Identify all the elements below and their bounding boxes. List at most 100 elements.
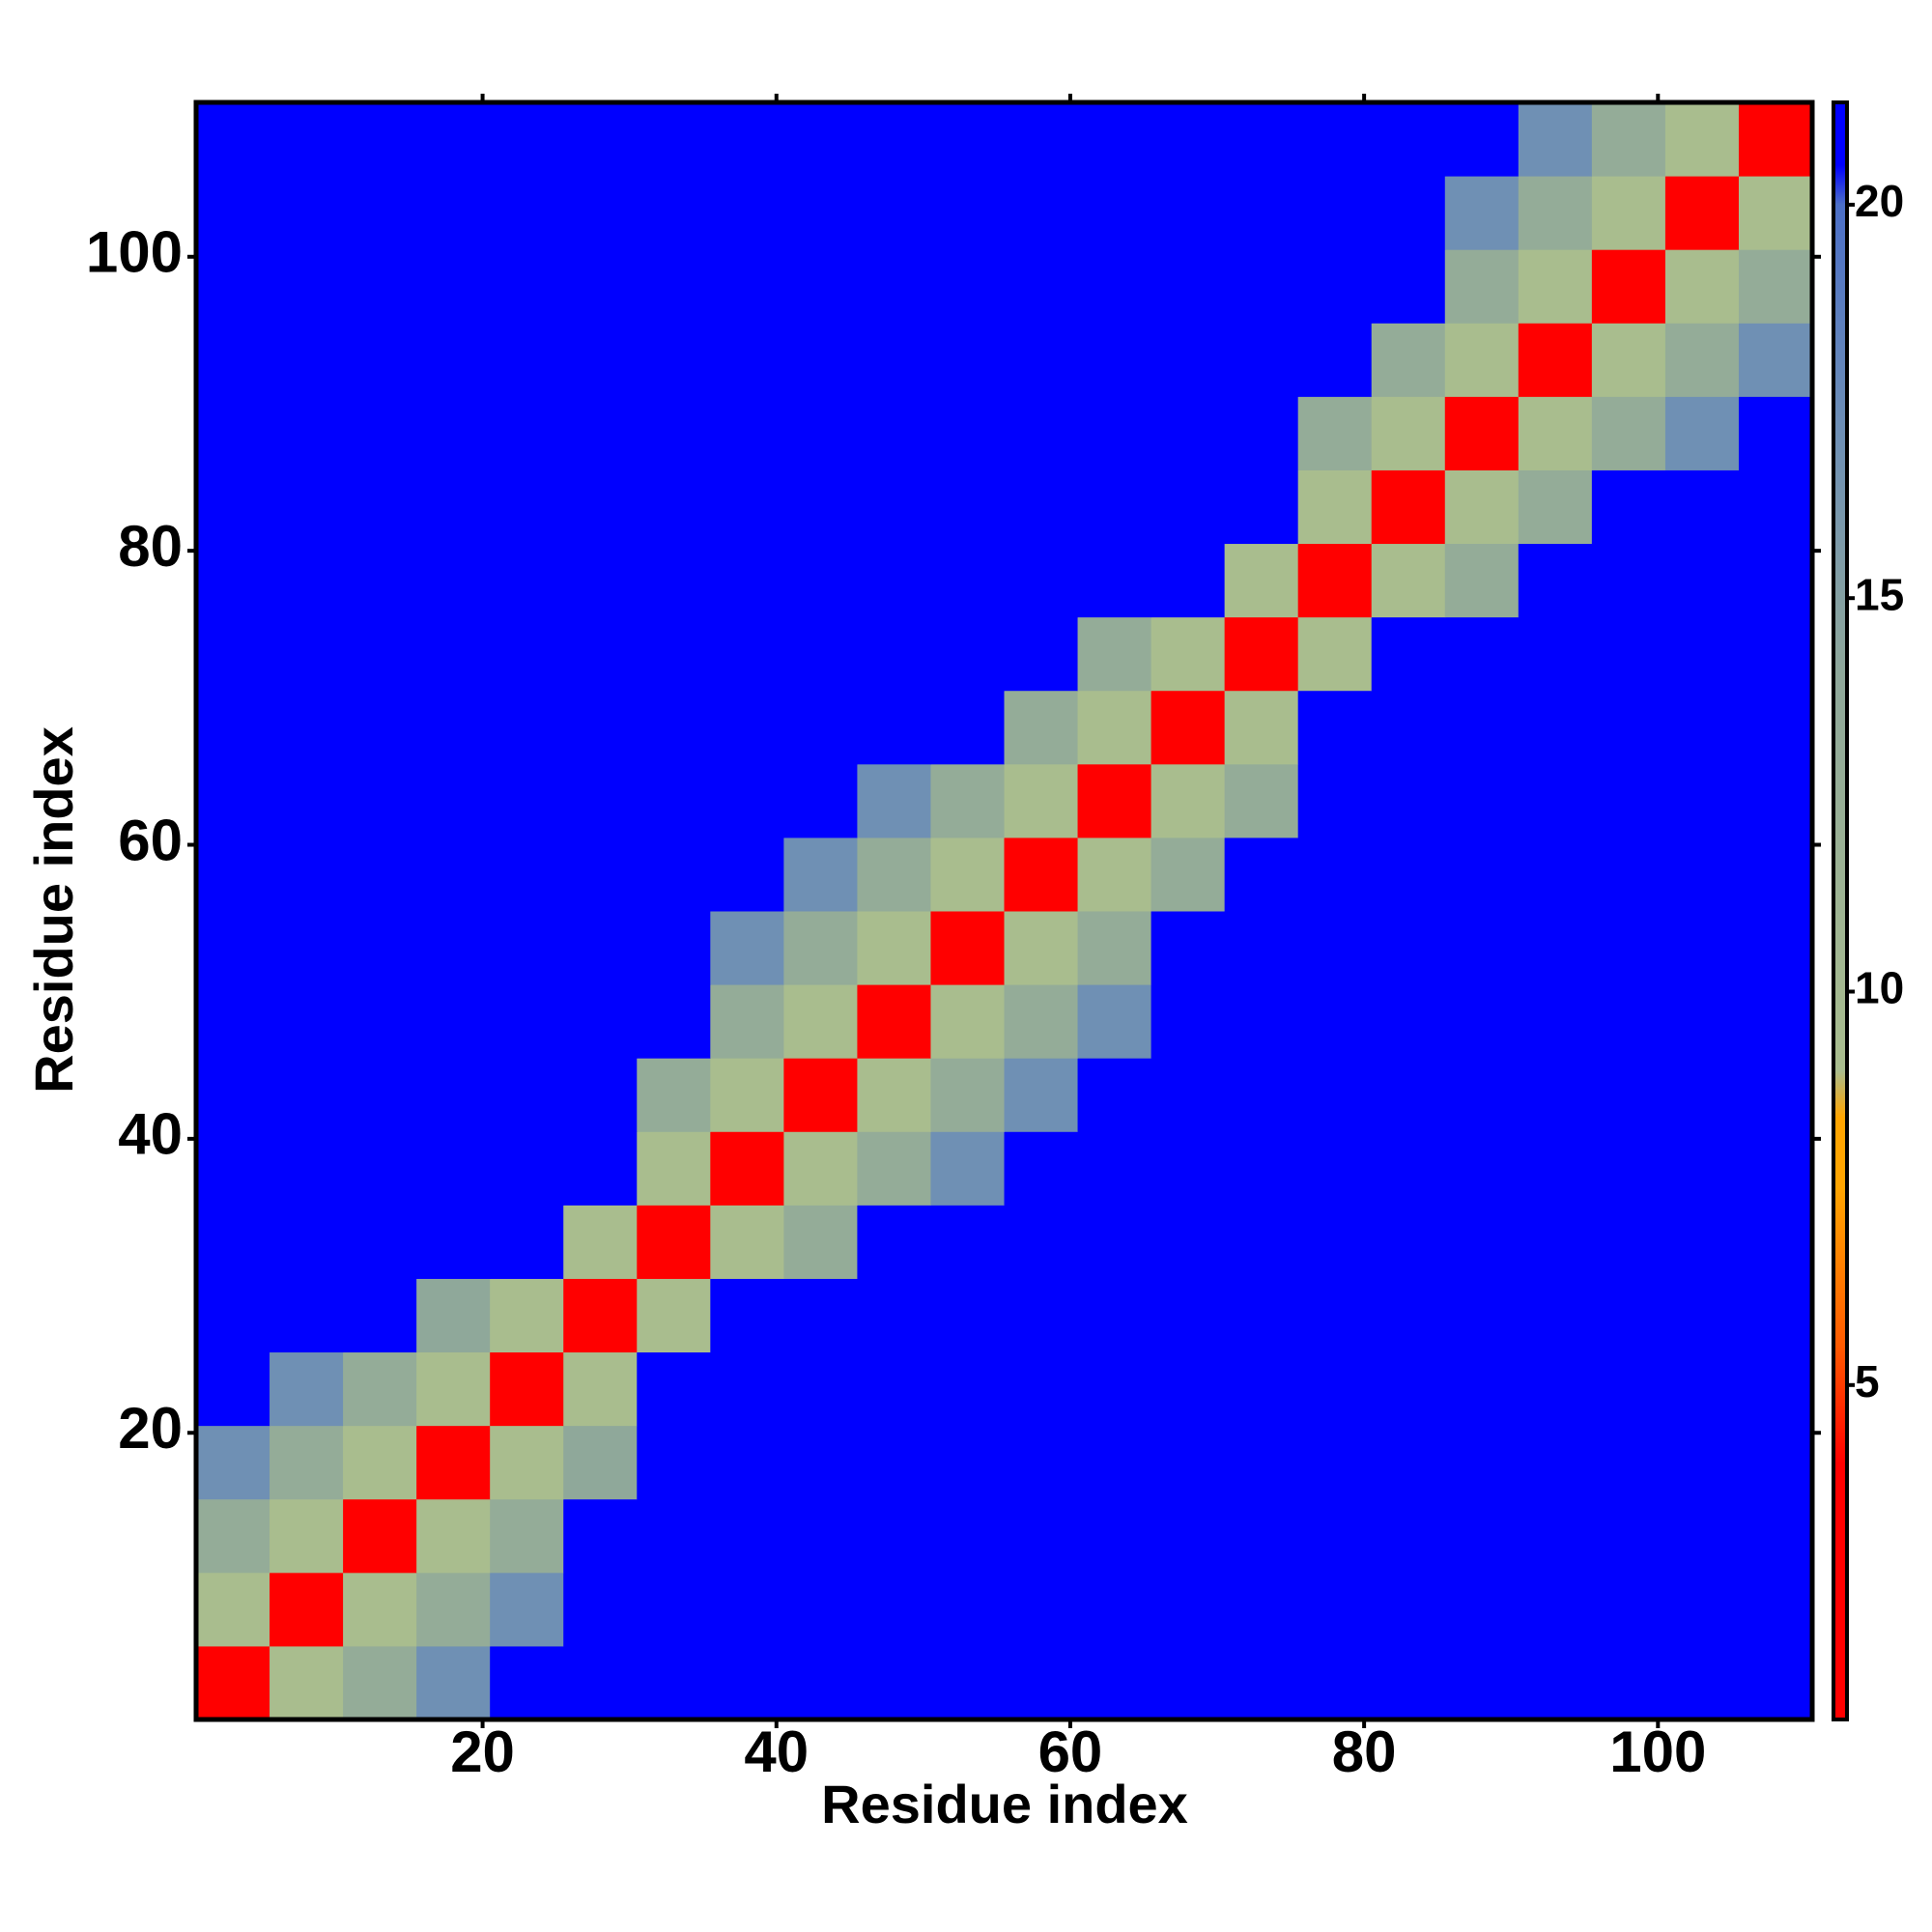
heatmap-cell — [1224, 911, 1299, 985]
heatmap-cell — [1738, 1351, 1813, 1427]
heatmap-cell — [1371, 543, 1446, 618]
heatmap-cell — [1224, 1645, 1299, 1720]
heatmap-cell — [1518, 1645, 1593, 1720]
heatmap-cell — [637, 690, 711, 765]
heatmap-cell — [1371, 1131, 1446, 1206]
heatmap-cell — [1518, 176, 1593, 250]
heatmap-cell — [416, 1425, 491, 1500]
heatmap-cell — [1371, 1572, 1446, 1647]
colorbar-tick-label: 10 — [1855, 963, 1904, 1013]
heatmap-cell — [857, 911, 931, 985]
heatmap-cell — [270, 1278, 344, 1353]
heatmap-cell — [637, 837, 711, 912]
heatmap-cell — [1444, 1351, 1520, 1427]
heatmap-cell — [343, 1058, 417, 1132]
heatmap-cell — [1444, 1205, 1520, 1279]
heatmap-cell — [783, 1058, 858, 1132]
heatmap-cell — [1371, 1351, 1446, 1427]
heatmap-cell — [1664, 1058, 1740, 1132]
heatmap-cell — [563, 911, 638, 985]
heatmap-cell — [1664, 1205, 1740, 1279]
heatmap-cell — [343, 690, 417, 765]
heatmap-cell — [637, 1278, 711, 1353]
heatmap-cell — [783, 1572, 858, 1647]
heatmap-cell — [637, 1351, 711, 1427]
x-tick-label: 40 — [744, 1719, 809, 1784]
heatmap-cell — [1371, 1205, 1446, 1279]
heatmap-cell — [1224, 396, 1299, 470]
heatmap-cell — [1297, 1572, 1373, 1647]
heatmap-cell — [1444, 1645, 1520, 1720]
heatmap-cell — [343, 1278, 417, 1353]
x-tick-label: 100 — [1609, 1719, 1706, 1784]
heatmap-cell — [1444, 1131, 1520, 1206]
heatmap-cell — [710, 1498, 784, 1574]
heatmap-cell — [1591, 690, 1666, 765]
heatmap-cell — [930, 323, 1005, 397]
heatmap-cell — [1077, 396, 1152, 470]
heatmap-cell — [783, 323, 858, 397]
heatmap-cell — [1004, 1278, 1079, 1353]
heatmap-cell — [416, 543, 491, 618]
heatmap-cell — [637, 102, 711, 177]
heatmap-cell — [1297, 469, 1373, 545]
heatmap-cell — [1004, 616, 1079, 692]
heatmap-cell — [1151, 984, 1226, 1059]
heatmap-cell — [930, 1572, 1005, 1647]
heatmap-cell — [1738, 176, 1813, 250]
heatmap-cell — [857, 469, 931, 545]
heatmap-cell — [637, 1425, 711, 1500]
heatmap-cell — [930, 837, 1005, 912]
heatmap-cell — [1664, 323, 1740, 397]
heatmap-cell — [270, 469, 344, 545]
heatmap-cell — [1664, 1425, 1740, 1500]
heatmap-cell — [1004, 763, 1079, 838]
heatmap-cell — [1297, 1498, 1373, 1574]
heatmap-cell — [416, 323, 491, 397]
heatmap-cell — [710, 396, 784, 470]
heatmap-cell — [1224, 690, 1299, 765]
heatmap-cell — [1591, 984, 1666, 1059]
heatmap-cell — [1371, 1645, 1446, 1720]
heatmap-cell — [1151, 1572, 1226, 1647]
heatmap-cell — [1004, 469, 1079, 545]
heatmap-cell — [637, 1058, 711, 1132]
heatmap-cell — [857, 1645, 931, 1720]
heatmap-cell — [490, 176, 564, 250]
heatmap-cell — [930, 543, 1005, 618]
heatmap-cell — [1591, 1131, 1666, 1206]
heatmap-cell — [1151, 1498, 1226, 1574]
heatmap-cell — [857, 176, 931, 250]
heatmap-cell — [1591, 102, 1666, 177]
heatmap-cell — [343, 1645, 417, 1720]
heatmap-cell — [1371, 1058, 1446, 1132]
heatmap-cell — [270, 396, 344, 470]
heatmap-cell — [857, 102, 931, 177]
heatmap-cell — [710, 176, 784, 250]
heatmap-cell — [1664, 837, 1740, 912]
heatmap-cell — [637, 176, 711, 250]
heatmap-cell — [1151, 1058, 1226, 1132]
heatmap-cell — [1738, 323, 1813, 397]
heatmap-cell — [563, 102, 638, 177]
heatmap-cell — [1738, 837, 1813, 912]
heatmap-cell — [343, 249, 417, 324]
heatmap-cell — [710, 1058, 784, 1132]
y-tick-label: 20 — [118, 1396, 183, 1461]
heatmap-cell — [196, 469, 270, 545]
heatmap-cell — [1224, 1351, 1299, 1427]
heatmap-cell — [783, 176, 858, 250]
heatmap-cell — [490, 1278, 564, 1353]
heatmap-cell — [857, 543, 931, 618]
heatmap-cell — [416, 1058, 491, 1132]
heatmap-cell — [343, 1572, 417, 1647]
heatmap-cell — [563, 1498, 638, 1574]
heatmap-cell — [270, 249, 344, 324]
heatmap-cell — [857, 1425, 931, 1500]
heatmap-cell — [343, 1351, 417, 1427]
heatmap-cell — [1444, 763, 1520, 838]
heatmap-cell — [1151, 1645, 1226, 1720]
heatmap-cell — [270, 837, 344, 912]
heatmap-cell — [1004, 837, 1079, 912]
